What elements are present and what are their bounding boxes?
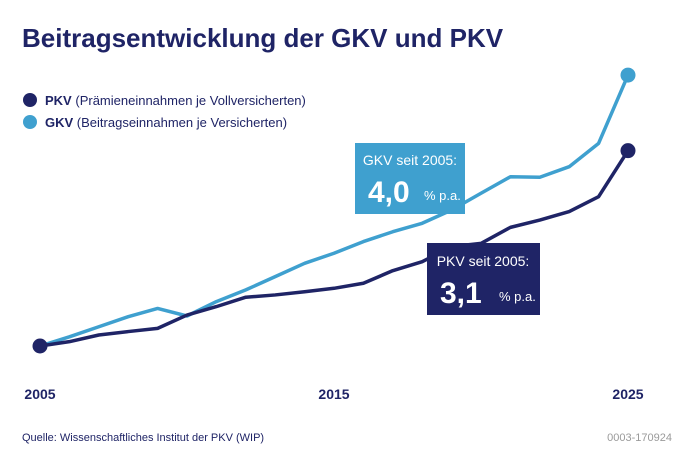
legend-label-pkv: PKV bbox=[45, 93, 72, 108]
legend-marker-gkv bbox=[23, 115, 37, 129]
annotation-value-pkv: 3,1 bbox=[440, 277, 482, 310]
svg-text:PKV (Prämieneinnahmen je Vollv: PKV (Prämieneinnahmen je Vollversicherte… bbox=[45, 93, 306, 108]
annotation-unit-gkv: % p.a. bbox=[424, 188, 461, 203]
x-tick-label: 2015 bbox=[318, 386, 349, 402]
legend-desc-gkv: (Beitragseinnahmen je Versicherten) bbox=[77, 115, 287, 130]
annotation-box-gkv bbox=[355, 143, 465, 214]
x-tick-label: 2025 bbox=[612, 386, 643, 402]
x-axis: 2005 2015 2025 bbox=[24, 386, 643, 402]
annotation-box-pkv bbox=[427, 243, 540, 315]
chart-title: Beitragsentwicklung der GKV und PKV bbox=[22, 23, 504, 53]
legend: PKV (Prämieneinnahmen je Vollversicherte… bbox=[23, 93, 306, 130]
annotation-label-gkv: GKV seit 2005: bbox=[363, 152, 457, 168]
annotation-unit-pkv: % p.a. bbox=[499, 289, 536, 304]
legend-desc-pkv: (Prämieneinnahmen je Vollversicherten) bbox=[75, 93, 306, 108]
legend-label-gkv: GKV bbox=[45, 115, 74, 130]
plot-area bbox=[32, 67, 636, 354]
end-point-pkv bbox=[620, 143, 636, 159]
annotation-label-pkv: PKV seit 2005: bbox=[437, 253, 530, 269]
annotation-gkv: GKV seit 2005: 4,0 % p.a. bbox=[355, 143, 465, 214]
x-tick-label: 2005 bbox=[24, 386, 55, 402]
legend-marker-pkv bbox=[23, 93, 37, 107]
series-line-gkv bbox=[39, 74, 630, 348]
source-note: Quelle: Wissenschaftliches Institut der … bbox=[22, 432, 264, 444]
svg-text:GKV (Beitragseinnahmen je Vers: GKV (Beitragseinnahmen je Versicherten) bbox=[45, 115, 287, 130]
chart-code: 0003-170924 bbox=[607, 432, 672, 444]
annotation-value-gkv: 4,0 bbox=[368, 176, 410, 209]
series-line-pkv bbox=[39, 149, 630, 348]
start-point bbox=[32, 338, 48, 354]
annotation-pkv: PKV seit 2005: 3,1 % p.a. bbox=[427, 243, 540, 315]
end-point-gkv bbox=[620, 67, 636, 83]
